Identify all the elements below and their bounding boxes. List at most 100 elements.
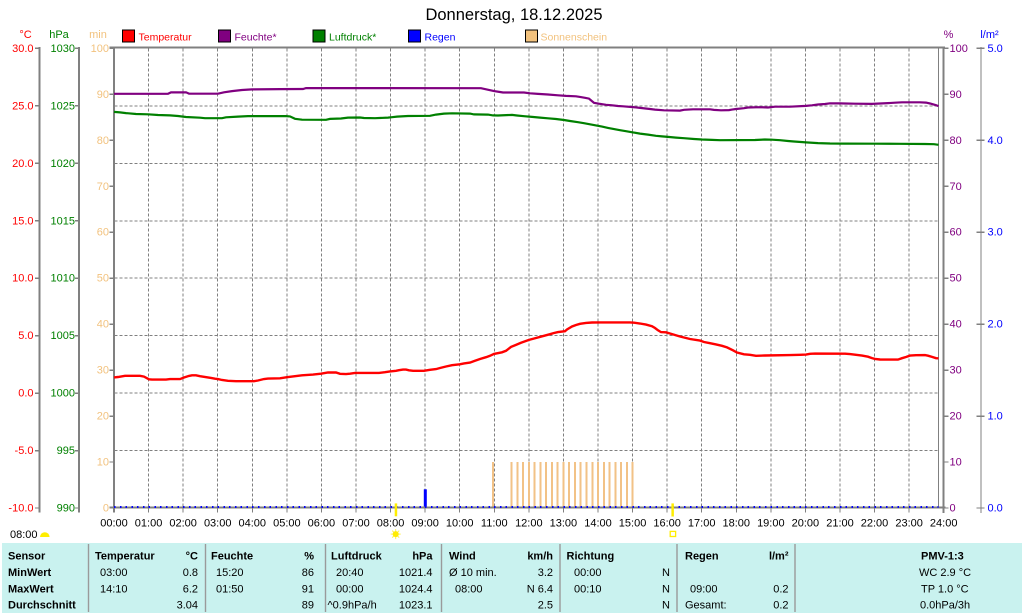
- svg-text:Sonnenschein: Sonnenschein: [541, 32, 608, 44]
- svg-text:PMV-1:3: PMV-1:3: [921, 551, 964, 563]
- svg-text:Regen: Regen: [685, 551, 719, 563]
- svg-text:0.0hPa/3h: 0.0hPa/3h: [920, 600, 970, 612]
- svg-text:02:00: 02:00: [169, 518, 197, 530]
- svg-text:l/m²: l/m²: [769, 551, 789, 563]
- svg-text:km/h: km/h: [527, 551, 553, 563]
- svg-text:15.0: 15.0: [12, 215, 33, 227]
- svg-text:TP 1.0 °C: TP 1.0 °C: [921, 584, 969, 596]
- svg-text:60: 60: [950, 227, 962, 239]
- svg-text:3.2: 3.2: [538, 567, 553, 579]
- svg-text:Sensor: Sensor: [8, 551, 46, 563]
- svg-text:Wind: Wind: [449, 551, 476, 563]
- svg-text:90: 90: [950, 89, 962, 101]
- svg-text:86: 86: [302, 567, 314, 579]
- svg-text:1015: 1015: [51, 215, 75, 227]
- svg-text:15:20: 15:20: [216, 567, 244, 579]
- svg-text:70: 70: [97, 181, 109, 193]
- svg-text:24:00: 24:00: [930, 518, 958, 530]
- svg-text:17:00: 17:00: [688, 518, 716, 530]
- svg-text:20.0: 20.0: [12, 158, 33, 170]
- svg-text:50: 50: [97, 273, 109, 285]
- svg-text:30: 30: [950, 365, 962, 377]
- svg-text:hPa: hPa: [412, 551, 433, 563]
- svg-text:990: 990: [57, 503, 75, 515]
- svg-text:Ø 10 min.: Ø 10 min.: [449, 567, 497, 579]
- svg-text:hPa: hPa: [49, 29, 69, 41]
- svg-text:14:10: 14:10: [100, 584, 128, 596]
- svg-text:%: %: [944, 29, 954, 41]
- svg-text:00:00: 00:00: [574, 567, 602, 579]
- svg-text:%: %: [304, 551, 314, 563]
- svg-text:08:00: 08:00: [455, 584, 483, 596]
- svg-text:10:00: 10:00: [446, 518, 474, 530]
- svg-text:1000: 1000: [51, 388, 75, 400]
- svg-text:40: 40: [950, 319, 962, 331]
- svg-text:06:00: 06:00: [308, 518, 336, 530]
- svg-text:1020: 1020: [51, 158, 75, 170]
- svg-text:N: N: [662, 567, 670, 579]
- svg-text:N: N: [662, 600, 670, 612]
- svg-text:2.5: 2.5: [538, 600, 553, 612]
- svg-text:°C: °C: [186, 551, 198, 563]
- svg-text:Luftdruck: Luftdruck: [331, 551, 383, 563]
- svg-text:2.0: 2.0: [988, 319, 1003, 331]
- svg-text:00:00: 00:00: [336, 584, 364, 596]
- svg-text:14:00: 14:00: [584, 518, 612, 530]
- svg-text:15:00: 15:00: [619, 518, 647, 530]
- svg-text:5.0: 5.0: [18, 330, 33, 342]
- svg-text:00:10: 00:10: [574, 584, 602, 596]
- svg-text:13:00: 13:00: [550, 518, 578, 530]
- svg-text:0.2: 0.2: [773, 584, 788, 596]
- svg-text:20:00: 20:00: [792, 518, 820, 530]
- svg-text:0.8: 0.8: [183, 567, 198, 579]
- svg-text:07:00: 07:00: [342, 518, 370, 530]
- svg-text:1030: 1030: [51, 43, 75, 55]
- svg-text:19:00: 19:00: [757, 518, 785, 530]
- svg-text:11:00: 11:00: [481, 518, 508, 530]
- svg-text:MaxWert: MaxWert: [8, 584, 54, 596]
- svg-text:03:00: 03:00: [100, 567, 128, 579]
- svg-text:16:00: 16:00: [653, 518, 681, 530]
- svg-text:0: 0: [103, 503, 109, 515]
- svg-text:1023.1: 1023.1: [399, 600, 433, 612]
- svg-text:0: 0: [950, 503, 956, 515]
- svg-text:Feuchte: Feuchte: [211, 551, 253, 563]
- svg-text:4.0: 4.0: [988, 135, 1003, 147]
- svg-text:Donnerstag, 18.12.2025: Donnerstag, 18.12.2025: [425, 6, 602, 24]
- svg-text:00:00: 00:00: [100, 518, 128, 530]
- svg-text:N: N: [662, 584, 670, 596]
- svg-text:^0.9hPa/h: ^0.9hPa/h: [328, 600, 377, 612]
- svg-text:Feuchte*: Feuchte*: [235, 32, 277, 44]
- svg-text:100: 100: [950, 43, 968, 55]
- svg-text:08:00: 08:00: [10, 529, 38, 541]
- svg-text:1.0: 1.0: [988, 411, 1003, 423]
- svg-text:1005: 1005: [51, 330, 75, 342]
- svg-text:22:00: 22:00: [861, 518, 889, 530]
- svg-text:100: 100: [91, 43, 109, 55]
- svg-text:09:00: 09:00: [690, 584, 718, 596]
- svg-text:10: 10: [97, 457, 109, 469]
- svg-text:6.2: 6.2: [183, 584, 198, 596]
- svg-text:23:00: 23:00: [895, 518, 923, 530]
- svg-text:09:00: 09:00: [411, 518, 439, 530]
- svg-text:Richtung: Richtung: [567, 551, 615, 563]
- svg-text:04:00: 04:00: [239, 518, 267, 530]
- svg-text:Temperatur: Temperatur: [95, 551, 155, 563]
- svg-text:Temperatur: Temperatur: [139, 32, 193, 44]
- svg-text:°C: °C: [19, 29, 31, 41]
- svg-text:03:00: 03:00: [204, 518, 232, 530]
- svg-text:05:00: 05:00: [273, 518, 301, 530]
- svg-text:0.2: 0.2: [773, 600, 788, 612]
- svg-text:01:50: 01:50: [216, 584, 244, 596]
- svg-text:3.04: 3.04: [177, 600, 198, 612]
- svg-text:30.0: 30.0: [12, 43, 33, 55]
- svg-text:18:00: 18:00: [722, 518, 750, 530]
- svg-text:50: 50: [950, 273, 962, 285]
- svg-text:30: 30: [97, 365, 109, 377]
- svg-text:min: min: [89, 29, 107, 41]
- svg-text:-10.0: -10.0: [8, 503, 33, 515]
- svg-text:20: 20: [950, 411, 962, 423]
- svg-text:N 6.4: N 6.4: [527, 584, 553, 596]
- svg-text:Regen: Regen: [425, 32, 456, 44]
- svg-text:80: 80: [950, 135, 962, 147]
